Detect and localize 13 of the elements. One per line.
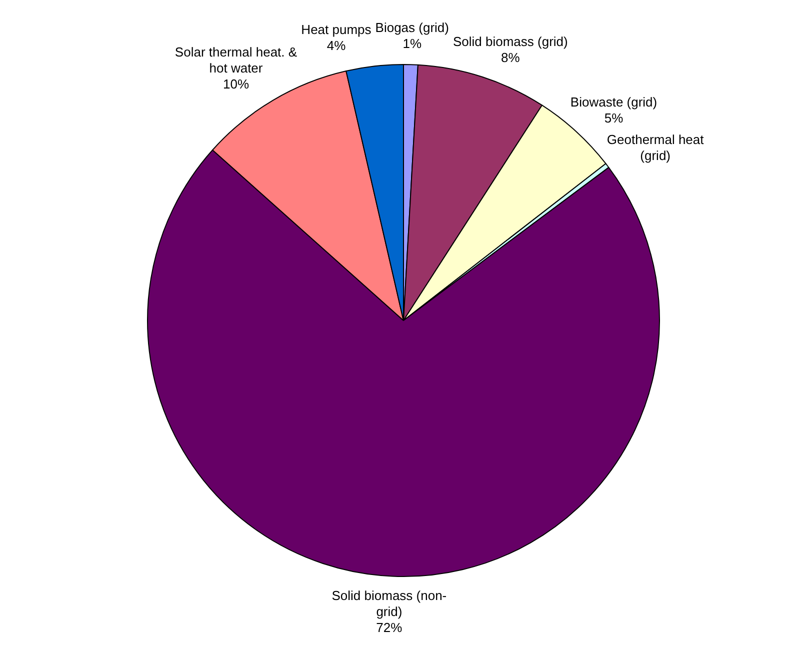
slice-label: Solar thermal heat. & hot water <box>174 44 298 76</box>
slice-label: Solid biomass (non-grid) <box>332 588 447 619</box>
data-label: 10% <box>222 76 250 92</box>
slice-label: Geothermal heat (grid) <box>606 132 704 164</box>
data-label: 72% <box>376 620 403 635</box>
slice-label: Biogas (grid) <box>375 20 449 36</box>
slice-label: Solid biomass (grid) <box>452 34 568 49</box>
slice-label: Biowaste (grid) <box>570 94 658 110</box>
data-label: 8% <box>501 50 520 65</box>
data-label: 1% <box>402 36 422 52</box>
data-label: 4% <box>326 38 346 53</box>
slice-label: Heat pumps <box>301 22 372 37</box>
data-label: 5% <box>604 110 624 126</box>
